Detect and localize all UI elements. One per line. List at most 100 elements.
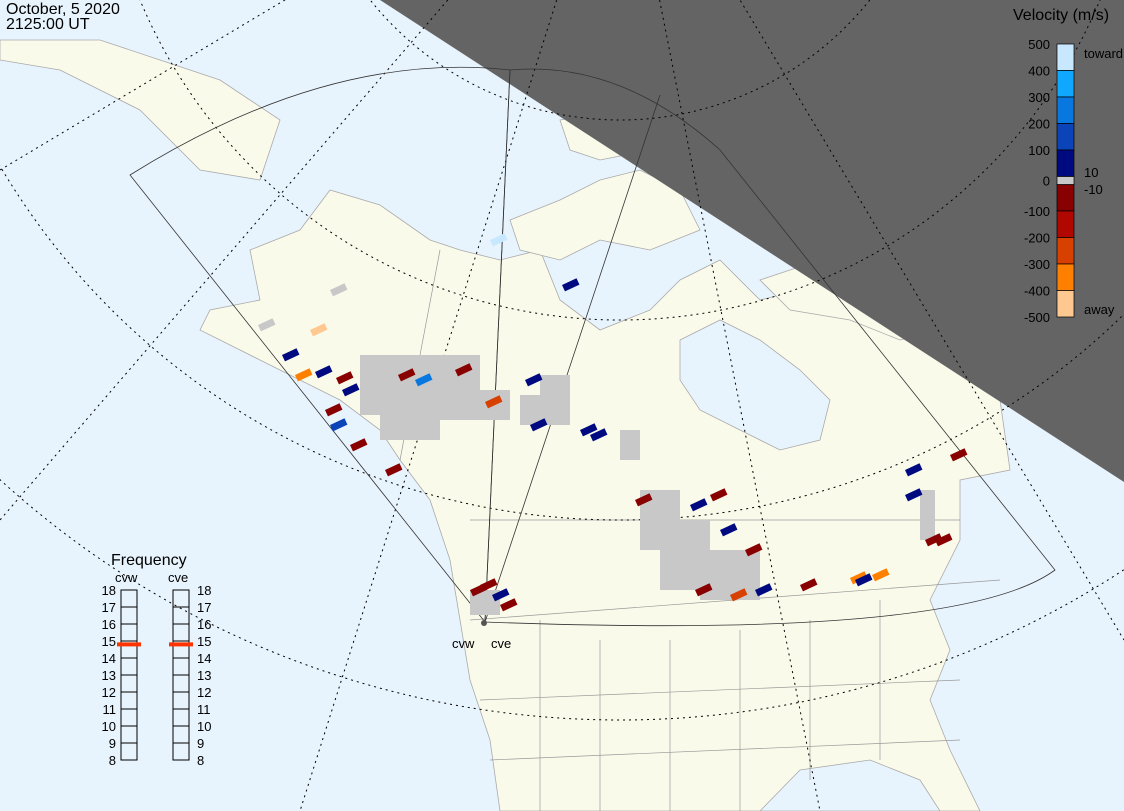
velocity-cell [710, 488, 728, 502]
velocity-cell [580, 423, 598, 437]
colorbar-minus-threshold: -10 [1084, 182, 1103, 197]
frequency-tick: 10 [102, 719, 116, 734]
velocity-cell [455, 363, 473, 377]
velocity-cell [800, 578, 818, 592]
colorbar-title: Velocity (m/s) [1013, 7, 1109, 24]
frequency-label-cve: cve [168, 570, 188, 585]
frequency-tick: 18 [102, 583, 116, 598]
colorbar-tick: 100 [1028, 143, 1050, 158]
colorbar-plus-threshold: 10 [1084, 165, 1098, 180]
frequency-tick: 11 [197, 702, 211, 717]
velocity-cell [294, 368, 313, 382]
colorbar-tick: 0 [1043, 174, 1050, 189]
radar-site-marker [481, 620, 487, 626]
velocity-cell [855, 573, 873, 587]
velocity-cell [485, 395, 503, 409]
frequency-marker-cve [169, 642, 193, 647]
scatter-cells [257, 233, 968, 615]
velocity-cell [414, 373, 433, 387]
colorbar-segment [1056, 123, 1075, 151]
frequency-tick: 8 [109, 753, 116, 768]
colorbar-segment [1056, 210, 1075, 238]
frequency-tick: 14 [102, 651, 116, 666]
velocity-cell [850, 571, 868, 585]
date-label: October, 5 2020 [6, 1, 120, 18]
velocity-cell [282, 348, 300, 362]
velocity-cell [590, 428, 608, 442]
arctic-islands [509, 169, 701, 261]
colorbar-segment [1056, 263, 1075, 291]
velocity-cell [755, 583, 773, 597]
velocity-cell [690, 498, 708, 512]
velocity-colorbar: Velocity (m/s) 500 400 300 200 100 0 -100 -200 -… [1013, 7, 1123, 325]
frequency-tick: 12 [102, 685, 116, 700]
velocity-cell [525, 373, 543, 387]
colorbar-toward-label: toward [1084, 46, 1123, 61]
velocity-cell [491, 588, 510, 602]
frequency-tick: 15 [102, 634, 116, 649]
colorbar-tick: 400 [1028, 64, 1050, 79]
colorbar-tick: 500 [1028, 37, 1050, 52]
velocity-cell [745, 543, 763, 557]
frequency-label-cvw: cvw [115, 570, 138, 585]
radar-label-cvw: cvw [452, 636, 475, 651]
colorbar-segment [1056, 96, 1075, 124]
radar-fields-of-view [129, 66, 1056, 627]
frequency-marker-cvw [117, 642, 141, 647]
velocity-cell [635, 493, 653, 507]
frequency-tick: 14 [197, 651, 211, 666]
velocity-cell [310, 323, 328, 337]
velocity-cell [499, 598, 518, 612]
velocity-cell [530, 418, 548, 432]
frequency-tick: 8 [197, 753, 204, 768]
colorbar-segment [1056, 237, 1075, 265]
time-label: 2125:00 UT [6, 16, 90, 33]
ground-scatter-area [620, 430, 640, 460]
velocity-cell [397, 368, 416, 382]
colorbar-tick: 300 [1028, 90, 1050, 105]
velocity-cell [872, 568, 890, 582]
velocity-cell [720, 523, 738, 537]
frequency-tick: 16 [197, 617, 211, 632]
colorbar-tick: -100 [1024, 204, 1050, 219]
velocity-cell [324, 403, 343, 417]
frequency-tick: 13 [102, 668, 116, 683]
velocity-cell [257, 318, 276, 332]
frequency-tick: 12 [197, 685, 211, 700]
velocity-cell [695, 583, 713, 597]
velocity-cell [330, 283, 348, 297]
radar-label-cve: cve [491, 636, 511, 651]
velocity-cell [730, 588, 748, 602]
gulf-of-mexico [759, 759, 941, 811]
frequency-tick: 17 [197, 600, 211, 615]
colorbar-away-label: away [1084, 302, 1115, 317]
ground-scatter-area [380, 400, 440, 440]
colorbar-ground-scatter [1056, 176, 1075, 185]
velocity-cell [935, 533, 953, 547]
velocity-cell [314, 365, 333, 379]
frequency-tick: 15 [197, 634, 211, 649]
hudson-bay [679, 319, 831, 451]
colorbar-segment [1056, 184, 1075, 212]
ground-scatter-area [700, 550, 760, 600]
velocity-cell [350, 438, 368, 452]
ground-scatter-area [540, 375, 570, 405]
velocity-cell [905, 463, 923, 477]
frequency-title: Frequency [111, 552, 187, 569]
frequency-tick: 18 [197, 583, 211, 598]
velocity-cell [489, 233, 508, 247]
velocity-cell [384, 463, 403, 477]
frequency-tick: 11 [103, 702, 117, 717]
velocity-cell [950, 448, 968, 462]
velocity-cell [905, 488, 923, 502]
colorbar-segment [1056, 70, 1075, 98]
ground-scatter-area [920, 490, 935, 540]
frequency-tick: 9 [109, 736, 116, 751]
frequency-tick: 13 [197, 668, 211, 683]
frequency-tick: 17 [102, 600, 116, 615]
frequency-panel: Frequency cvw cve 18 17 16 15 14 13 12 11 10 9 8 18… [102, 552, 212, 768]
frequency-tick: 16 [102, 617, 116, 632]
velocity-cell [562, 278, 580, 292]
